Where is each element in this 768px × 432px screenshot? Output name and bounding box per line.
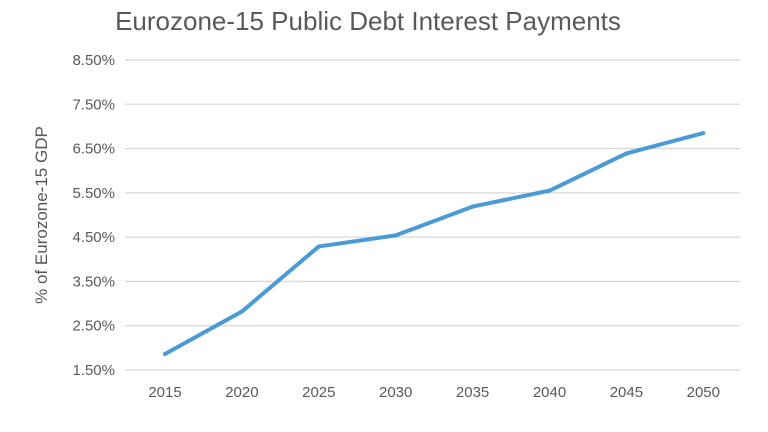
data-point	[547, 188, 552, 193]
data-point	[239, 309, 244, 314]
x-tick-label: 2050	[687, 384, 720, 401]
x-tick-label: 2015	[148, 384, 181, 401]
x-tick-label: 2045	[610, 384, 643, 401]
x-tick-label: 2040	[533, 384, 566, 401]
data-point	[470, 204, 475, 209]
y-tick-label: 2.50%	[72, 318, 115, 335]
y-tick-label: 6.50%	[72, 141, 115, 158]
y-tick-label: 5.50%	[72, 185, 115, 202]
data-point	[393, 233, 398, 238]
x-tick-label: 2020	[225, 384, 258, 401]
y-tick-label: 3.50%	[72, 273, 115, 290]
data-point	[163, 352, 167, 357]
chart-title: Eurozone-15 Public Debt Interest Payment…	[115, 6, 621, 36]
y-tick-label: 8.50%	[72, 52, 115, 69]
x-tick-label: 2030	[379, 384, 412, 401]
x-tick-label: 2035	[456, 384, 489, 401]
y-tick-label: 4.50%	[72, 229, 115, 246]
y-tick-label: 1.50%	[72, 362, 115, 379]
y-axis-label: % of Eurozone-15 GDP	[32, 126, 51, 304]
data-point	[701, 131, 706, 136]
x-tick-label: 2025	[302, 384, 335, 401]
data-point	[624, 151, 629, 156]
data-point	[316, 244, 321, 249]
y-tick-label: 7.50%	[72, 96, 115, 113]
series-line	[164, 131, 704, 356]
